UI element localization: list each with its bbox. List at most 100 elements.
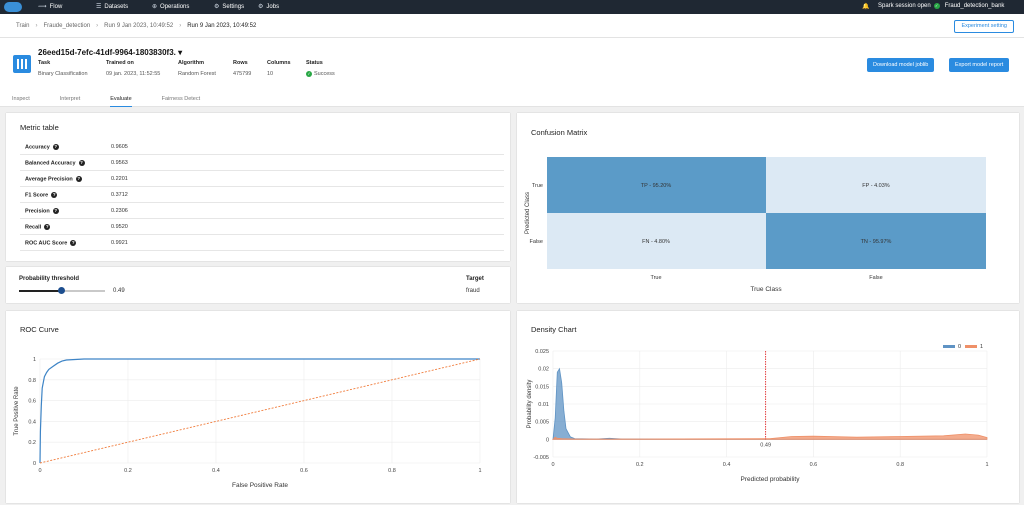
jobs-icon: ⚙ [258,4,264,10]
x-tick-label: 0.4 [723,462,731,468]
target-value: fraud [466,288,480,294]
confusion-title: Confusion Matrix [531,128,588,137]
check-icon: ✓ [933,3,940,9]
app-logo[interactable] [4,2,22,12]
cell-fp[interactable] [766,157,986,213]
confusion-matrix-panel: Confusion Matrix TP - 95.20% FP - 4.03% … [517,113,1019,303]
chevron-right-icon: › [96,22,99,29]
density-chart-panel: Density Chart 0 0.2 0.4 0.6 0.8 1 -0.005 0 0.005… [517,311,1019,503]
meta-trained: Trained on 09 jan. 2023, 11:52:55 [106,60,161,77]
roc-series-baseline [39,358,481,464]
nav-flow[interactable]: ⟿ Flow [38,3,63,11]
x-tick-label: 0.2 [124,468,132,474]
legend-swatch-0 [943,345,955,348]
tab-fairness-detect[interactable]: Fairness Detect [161,96,201,102]
tab-evaluate[interactable]: Evaluate [110,96,132,107]
tab-inspect[interactable]: Inspect [12,96,30,102]
x-tick-label: 0.4 [212,468,220,474]
x-axis-label: True Class [750,286,782,293]
threshold-value: 0.49 [113,288,125,294]
x-tick-label: 1 [985,462,988,468]
status-badge: Success [314,71,335,77]
help-icon[interactable]: ? [44,224,51,230]
x-tick-label: 0.2 [636,462,644,468]
help-icon[interactable]: ? [52,208,59,214]
model-id[interactable]: 26eed15d-7efc-41df-9964-1803830f3. ▾ [38,48,183,57]
x-tick-label: 0.8 [388,468,396,474]
model-icon [13,55,31,73]
fp-label: FP - 4.03% [862,183,890,189]
success-check-icon: ✓ [306,71,312,77]
density-chart: 0 0.2 0.4 0.6 0.8 1-0.00500.0050.010.0150.020… [527,344,989,483]
x-axis-label: Predicted probability [741,476,801,483]
chevron-right-icon: › [179,22,182,29]
breadcrumb-item[interactable]: Run 9 Jan 2023, 10:49:52 [104,22,174,29]
table-row: Balanced Accuracy? 0.9563 [20,155,504,171]
export-report-button[interactable]: Export model report [949,58,1010,72]
download-model-button[interactable]: Download model joblib [867,58,935,72]
legend-label-1: 1 [980,344,983,350]
flow-icon: ⟿ [38,4,47,10]
bell-icon: 🔔 [862,4,870,10]
target-label: Target [466,276,484,282]
y-axis-label: Predicted Class [525,192,531,234]
notifications[interactable]: 🔔 [862,3,869,10]
metric-table-title: Metric table [20,123,59,132]
cell-tn[interactable] [766,213,986,269]
roc-title: ROC Curve [20,325,59,334]
table-row: Average Precision? 0.2201 [20,171,504,187]
breadcrumb-item[interactable]: Fraude_detection [43,22,91,29]
table-row: Precision? 0.2306 [20,203,504,219]
threshold-slider[interactable] [19,287,105,294]
y-tick-label: 0.8 [28,378,36,384]
help-icon[interactable]: ? [75,176,82,182]
datasets-icon: ☰ [96,4,102,10]
x-tick-label: 0.6 [810,462,818,468]
density-series-1 [552,433,988,440]
roc-series-roc [39,358,480,464]
y-tick-label: 0.4 [28,419,36,425]
y-tick-label: 0.6 [28,399,36,405]
meta-rows: Rows 475799 [233,60,252,77]
table-row: F1 Score? 0.3712 [20,187,504,203]
tn-label: TN - 95.97% [861,239,892,245]
help-icon[interactable]: ? [70,240,77,246]
legend-label-0: 0 [958,344,961,350]
breadcrumb-item[interactable]: Train [16,22,30,29]
table-row: Accuracy? 0.9605 [20,139,504,155]
help-icon[interactable]: ? [78,160,85,166]
x-tick-label: 0 [551,462,554,468]
y-tick-true: True [532,183,543,189]
y-tick-label: 0.02 [538,367,549,373]
nav-jobs[interactable]: ⚙ Jobs [258,3,280,11]
meta-task: Task Binary Classification [38,60,88,77]
model-header: 26eed15d-7efc-41df-9964-1803830f3. ▾ Tas… [0,38,1024,107]
cell-tp[interactable] [547,157,766,213]
spark-status: Spark session open ✓ Fraud_detection_bank [878,3,1005,9]
y-tick-label: 0 [546,437,549,443]
gear-icon: ⚙ [214,4,220,10]
tp-label: TP - 95.20% [641,183,672,189]
nav-settings[interactable]: ⚙ Settings [214,3,245,11]
y-tick-label: 0.005 [535,420,549,426]
nav-datasets[interactable]: ☰ Datasets [96,3,129,11]
help-icon[interactable]: ? [52,144,59,150]
top-nav-bar: ⟿ Flow ☰ Datasets ⊕ Operations ⚙ Settings ⚙ J… [0,0,1024,14]
tab-interpret[interactable]: Interpret [59,96,81,102]
help-icon[interactable]: ? [51,192,58,198]
x-tick-false: False [869,275,882,281]
y-tick-label: 1 [33,357,36,363]
roc-chart: 0 0.2 0.4 0.6 0.8 1 0 0.2 0.4 0.6 0.8 1 False Positi… [14,357,482,489]
y-tick-label: -0.005 [533,455,549,461]
chevron-down-icon[interactable]: ▾ [178,48,183,57]
nav-operations[interactable]: ⊕ Operations [152,3,190,11]
fn-label: FN - 4.80% [642,239,670,245]
x-tick-label: 0 [38,468,41,474]
experiment-setting-button[interactable]: Experiment setting [954,20,1014,33]
cell-fn[interactable] [547,213,766,269]
slider-handle[interactable] [57,287,65,294]
threshold-panel: Probability threshold 0.49 Target fraud [6,267,510,303]
threshold-label: Probability threshold [19,276,80,282]
y-tick-label: 0.01 [538,402,549,408]
tab-bar: Inspect Interpret Evaluate Fairness Dete… [12,96,230,107]
